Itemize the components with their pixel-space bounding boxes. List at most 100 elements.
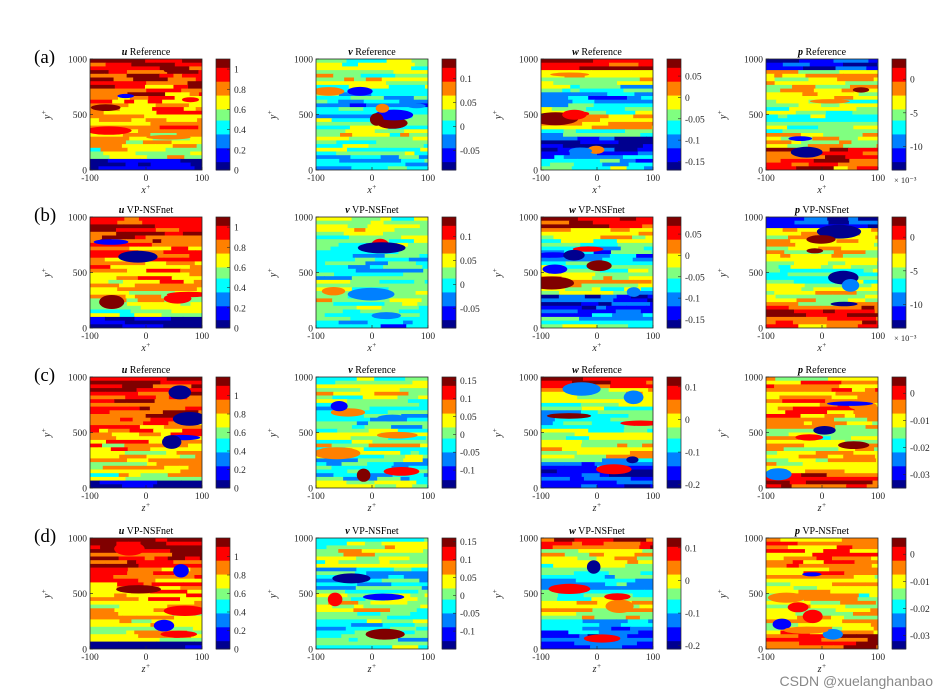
field-cell <box>316 545 328 550</box>
colorbar-swatch <box>667 283 681 287</box>
field-cell <box>127 92 166 97</box>
field-cell <box>122 133 151 138</box>
colorbar-swatch <box>216 446 230 450</box>
field-cell <box>601 231 640 237</box>
field-cell <box>166 541 177 546</box>
colorbar-swatch <box>667 621 681 625</box>
colorbar-swatch <box>667 632 681 636</box>
colorbar-swatch <box>892 86 906 91</box>
colorbar-tick-label: 0.1 <box>460 233 472 243</box>
field-blob <box>583 634 621 643</box>
field-blob <box>586 260 612 272</box>
field-cell <box>90 62 107 67</box>
colorbar-swatch <box>442 587 456 592</box>
field-cell <box>649 604 653 609</box>
field-cell <box>565 637 590 643</box>
field-cell <box>120 246 130 251</box>
field-cell <box>118 556 146 561</box>
field-cell <box>420 443 428 448</box>
field-cell <box>635 110 653 116</box>
colorbar-swatch <box>216 167 230 171</box>
field-cell <box>187 81 202 86</box>
colorbar-swatch <box>442 147 456 152</box>
field-cell <box>852 545 873 550</box>
field-cell <box>105 391 139 397</box>
colorbar-swatch <box>442 388 456 392</box>
colorbar-swatch <box>216 610 230 614</box>
field-cell <box>766 417 807 422</box>
colorbar-tick-label: 0 <box>910 390 915 400</box>
field-cell <box>650 484 653 488</box>
panel-c-p: p Reference-100 0 10005001000z+y+0-0.01-0.… <box>716 365 930 514</box>
field-cell <box>541 257 562 262</box>
colorbar-swatch <box>442 308 456 312</box>
field-cell <box>150 298 165 303</box>
field-cell <box>797 541 834 546</box>
colorbar-swatch <box>216 435 230 439</box>
colorbar-swatch <box>216 120 230 124</box>
field-cell <box>346 66 377 71</box>
field-cell <box>638 645 653 649</box>
field-cell <box>766 571 805 576</box>
field-cell <box>156 110 198 116</box>
field-cell <box>647 428 653 434</box>
field-cell <box>316 571 356 576</box>
colorbar-swatch <box>892 225 906 229</box>
field-cell <box>90 395 104 400</box>
field-cell <box>139 406 151 411</box>
field-cell <box>646 380 653 385</box>
field-cell <box>125 294 136 299</box>
field-cell <box>90 417 112 422</box>
field-cell <box>325 560 340 565</box>
field-cell <box>104 144 123 149</box>
field-cell <box>541 545 554 550</box>
x-axis-label-sup: + <box>146 501 151 509</box>
field-cell <box>628 162 653 167</box>
colorbar-swatch <box>216 587 230 592</box>
field-cell <box>185 556 201 561</box>
field-cell <box>616 619 629 624</box>
field-cell <box>316 582 358 587</box>
field-cell <box>90 96 119 101</box>
field-cell <box>316 254 354 259</box>
field-cell <box>577 556 598 561</box>
field-cell <box>379 279 415 285</box>
panel-title: w Reference <box>572 365 622 376</box>
field-cell <box>412 231 428 237</box>
field-cell <box>195 250 202 255</box>
field-cell <box>593 103 626 108</box>
field-blob <box>783 626 829 634</box>
colorbar-swatch <box>216 551 230 556</box>
field-cell <box>541 272 560 277</box>
field-cell <box>414 279 426 285</box>
colorbar-swatch <box>442 70 456 74</box>
field-cell <box>425 436 428 441</box>
panel-c-w: w Reference-100 0 10005001000z+y+0.10-0.1-… <box>491 365 700 514</box>
field-cell <box>541 454 576 459</box>
colorbar-swatch <box>216 593 230 597</box>
field-cell <box>346 473 367 478</box>
field-cell <box>766 250 785 255</box>
field-cell <box>342 144 370 149</box>
x-axis-label-sup: + <box>146 183 151 191</box>
colorbar-swatch <box>442 64 456 68</box>
field-cell <box>90 88 132 93</box>
field-cell <box>647 92 653 97</box>
field-cell <box>862 320 877 325</box>
field-cell <box>363 447 388 452</box>
colorbar-swatch <box>216 379 230 384</box>
colorbar-swatch <box>667 222 681 226</box>
field-cell <box>858 103 878 108</box>
field-cell <box>596 151 639 156</box>
x-axis-label: z+ <box>141 662 151 675</box>
field-cell <box>381 305 398 311</box>
colorbar-swatch <box>892 156 906 160</box>
field-cell <box>90 144 105 149</box>
field-cell <box>90 634 109 639</box>
field-cell <box>610 380 647 385</box>
field-cell <box>606 110 636 116</box>
colorbar-tick-label: 0 <box>234 167 239 177</box>
field-cell <box>155 395 170 400</box>
field-cell <box>163 425 193 430</box>
